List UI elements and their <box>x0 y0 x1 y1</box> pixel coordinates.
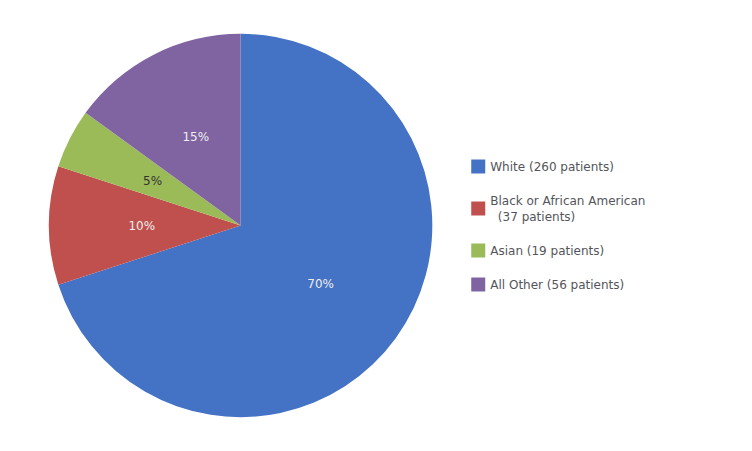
svg-text:70%: 70% <box>307 277 334 291</box>
svg-text:Black or African American: Black or African American <box>490 194 645 208</box>
svg-text:All Other (56 patients): All Other (56 patients) <box>490 278 624 292</box>
svg-text:Asian (19 patients): Asian (19 patients) <box>490 244 604 258</box>
svg-text:10%: 10% <box>128 219 155 233</box>
svg-text:15%: 15% <box>182 130 209 144</box>
svg-text:White (260 patients): White (260 patients) <box>490 160 614 174</box>
svg-text:5%: 5% <box>143 174 162 188</box>
svg-text:(37 patients): (37 patients) <box>490 210 575 224</box>
